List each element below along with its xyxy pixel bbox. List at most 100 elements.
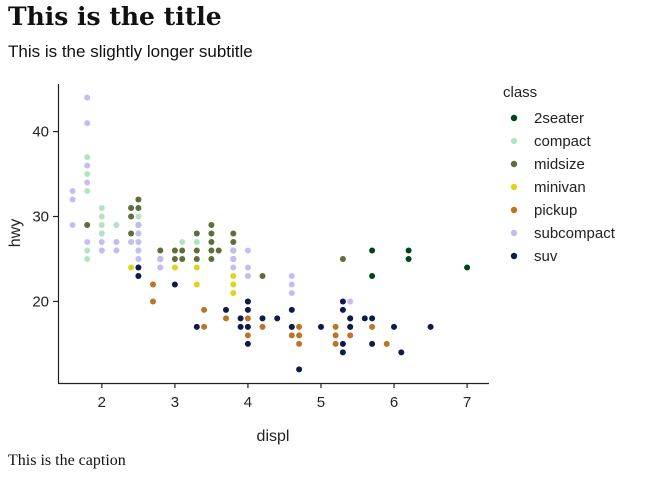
point-minivan-5: [230, 281, 237, 288]
point-subcompact-28: [288, 273, 295, 279]
point-subcompact-13: [135, 222, 142, 228]
point-subcompact-8: [98, 247, 105, 254]
point-2seater-3: [405, 256, 412, 262]
point-compact-6: [98, 205, 105, 211]
point-suv-21: [347, 323, 354, 330]
legend: class 2seater compact midsize minivan pickup…: [503, 84, 616, 265]
point-subcompact-2: [69, 222, 76, 228]
x-tick-label-7: 7: [463, 394, 471, 411]
chart-subtitle: This is the slightly longer subtitle: [8, 42, 253, 61]
point-suv-1: [135, 264, 142, 271]
point-midsize-10: [171, 256, 178, 262]
point-midsize-0: [84, 222, 91, 228]
point-subcompact-22: [230, 247, 237, 254]
point-pickup-16: [332, 332, 339, 339]
point-suv-10: [244, 340, 251, 347]
point-compact-26: [179, 239, 186, 245]
point-suv-8: [244, 306, 251, 313]
point-suv-26: [391, 323, 397, 330]
point-compact-2: [84, 188, 91, 194]
point-pickup-11: [288, 332, 295, 339]
point-midsize-22: [230, 230, 237, 237]
legend-title: class: [503, 84, 537, 101]
point-midsize-13: [193, 230, 200, 237]
point-2seater-1: [369, 273, 376, 279]
point-minivan-1: [171, 264, 178, 271]
point-suv-23: [361, 315, 368, 322]
point-suv-18: [339, 306, 346, 313]
legend-key-midsize: [510, 160, 518, 168]
point-minivan-2: [193, 264, 200, 271]
point-2seater-4: [464, 264, 471, 271]
point-pickup-9: [259, 323, 266, 330]
legend-label-pickup: pickup: [534, 202, 577, 219]
point-subcompact-15: [135, 239, 142, 245]
y-axis-label: hwy: [7, 219, 24, 247]
legend-label-subcompact: subcompact: [534, 225, 616, 242]
point-pickup-13: [296, 332, 303, 339]
legend-label-2seater: 2seater: [534, 110, 584, 127]
point-suv-2: [171, 281, 178, 288]
point-midsize-14: [193, 247, 200, 254]
legend-key-compact: [510, 137, 518, 145]
point-pickup-21: [369, 323, 376, 330]
point-compact-11: [113, 222, 120, 228]
legend-key-pickup: [510, 206, 518, 214]
point-suv-3: [193, 323, 200, 330]
y-tick-label-40: 40: [32, 124, 49, 141]
point-midsize-19: [208, 247, 215, 254]
point-suv-27: [398, 349, 405, 356]
x-axis-label: displ: [257, 428, 290, 445]
point-suv-7: [244, 298, 251, 305]
point-pickup-4: [223, 315, 229, 322]
point-minivan-0: [128, 264, 135, 271]
point-subcompact-23: [230, 256, 237, 262]
point-pickup-17: [332, 340, 339, 347]
point-pickup-12: [296, 323, 303, 330]
x-tick-label-5: 5: [317, 394, 325, 411]
point-subcompact-30: [288, 290, 295, 296]
point-pickup-3: [201, 323, 208, 330]
point-suv-16: [318, 323, 324, 330]
legend-label-compact: compact: [534, 133, 592, 150]
point-compact-4: [84, 247, 91, 254]
point-suv-0: [135, 273, 142, 279]
point-pickup-20: [347, 332, 354, 339]
x-tick-label-2: 2: [98, 394, 106, 411]
point-midsize-15: [193, 256, 200, 262]
legend-key-minivan: [510, 183, 518, 191]
y-tick-label-20: 20: [32, 293, 49, 310]
point-suv-6: [237, 315, 244, 322]
point-suv-5: [237, 323, 244, 330]
point-suv-13: [288, 306, 295, 313]
point-subcompact-29: [288, 281, 295, 288]
point-compact-17: [135, 213, 142, 220]
point-subcompact-10: [113, 239, 120, 245]
point-pickup-0: [150, 281, 156, 288]
point-subcompact-7: [84, 239, 91, 245]
legend-key-2seater: [510, 114, 518, 122]
point-subcompact-31: [347, 298, 354, 305]
point-suv-19: [339, 340, 346, 347]
point-subcompact-26: [244, 264, 251, 271]
point-suv-24: [369, 315, 376, 322]
x-ticks: 2 3 4 5 6 7: [98, 383, 471, 411]
point-midsize-3: [128, 230, 135, 237]
chart-title: This is the title: [8, 2, 222, 31]
point-compact-7: [98, 213, 105, 220]
point-suv-15: [296, 366, 303, 373]
chart-caption: This is the caption: [8, 452, 126, 469]
point-subcompact-5: [84, 162, 91, 169]
point-midsize-18: [208, 239, 215, 245]
point-midsize-11: [179, 247, 186, 254]
point-midsize-17: [208, 230, 215, 237]
point-pickup-2: [201, 306, 208, 313]
y-ticks: 20 30 40: [32, 124, 58, 310]
legend-label-suv: suv: [534, 248, 558, 265]
point-midsize-2: [128, 213, 135, 220]
point-midsize-21: [215, 247, 222, 254]
point-subcompact-1: [69, 196, 76, 203]
point-2seater-2: [405, 247, 412, 254]
point-midsize-5: [135, 205, 142, 211]
